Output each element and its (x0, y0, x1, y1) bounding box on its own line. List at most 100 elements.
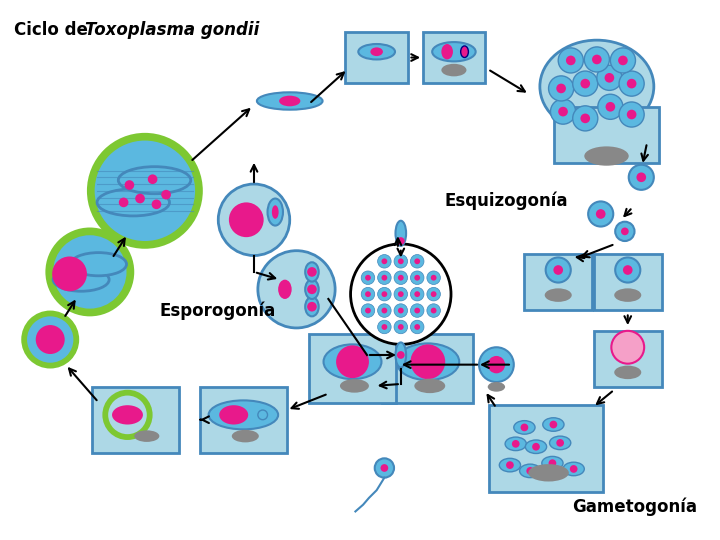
Circle shape (570, 465, 577, 473)
Circle shape (148, 174, 158, 184)
Circle shape (377, 271, 391, 285)
Ellipse shape (232, 430, 258, 442)
Circle shape (619, 102, 644, 127)
Ellipse shape (542, 456, 563, 470)
Circle shape (53, 235, 127, 309)
Circle shape (229, 202, 264, 237)
Circle shape (487, 356, 505, 373)
Circle shape (365, 308, 371, 313)
Ellipse shape (441, 44, 453, 59)
Ellipse shape (414, 379, 445, 393)
Ellipse shape (209, 400, 278, 429)
Bar (594, 254, 662, 309)
Circle shape (551, 99, 575, 124)
Circle shape (152, 199, 161, 209)
Ellipse shape (118, 167, 191, 194)
Circle shape (377, 304, 391, 318)
Circle shape (588, 201, 613, 227)
Circle shape (377, 287, 391, 301)
Circle shape (572, 106, 598, 131)
Circle shape (365, 291, 371, 297)
Ellipse shape (97, 189, 169, 216)
Circle shape (377, 320, 391, 334)
Circle shape (307, 302, 317, 312)
Circle shape (427, 287, 441, 301)
Circle shape (629, 165, 654, 190)
Circle shape (506, 461, 514, 469)
Circle shape (397, 237, 405, 245)
Circle shape (636, 172, 646, 182)
Circle shape (382, 291, 387, 297)
Circle shape (336, 346, 369, 378)
Ellipse shape (432, 42, 476, 62)
Ellipse shape (397, 343, 459, 380)
Circle shape (557, 439, 564, 447)
Circle shape (585, 47, 609, 72)
Circle shape (52, 256, 87, 291)
Circle shape (598, 94, 623, 119)
Circle shape (307, 285, 317, 294)
Bar (200, 387, 287, 453)
Ellipse shape (585, 146, 629, 166)
Ellipse shape (112, 405, 143, 424)
Ellipse shape (272, 205, 279, 219)
Circle shape (431, 308, 436, 313)
Circle shape (596, 209, 606, 219)
Circle shape (361, 287, 374, 301)
Ellipse shape (53, 268, 109, 291)
Circle shape (22, 310, 79, 368)
Circle shape (557, 84, 566, 93)
Circle shape (45, 227, 134, 316)
Circle shape (410, 345, 445, 379)
Circle shape (365, 275, 371, 281)
Ellipse shape (499, 458, 521, 472)
Text: Ciclo de: Ciclo de (14, 21, 93, 39)
Circle shape (377, 254, 391, 268)
Circle shape (102, 390, 153, 440)
Circle shape (431, 291, 436, 297)
Ellipse shape (134, 430, 159, 442)
Ellipse shape (370, 48, 383, 56)
Circle shape (394, 271, 408, 285)
Circle shape (414, 291, 420, 297)
Circle shape (549, 76, 574, 101)
Circle shape (414, 275, 420, 281)
Bar (309, 334, 396, 403)
Circle shape (410, 304, 424, 318)
Circle shape (94, 140, 195, 241)
Ellipse shape (487, 382, 505, 392)
Circle shape (431, 275, 436, 281)
Circle shape (258, 251, 335, 328)
Circle shape (580, 113, 590, 123)
Ellipse shape (461, 46, 469, 58)
Ellipse shape (219, 405, 248, 424)
Circle shape (398, 291, 404, 297)
Text: Gametogonía: Gametogonía (572, 497, 697, 516)
Circle shape (526, 467, 534, 475)
Circle shape (627, 79, 636, 89)
Ellipse shape (549, 436, 571, 450)
Circle shape (521, 423, 528, 431)
Circle shape (218, 184, 289, 255)
Circle shape (410, 287, 424, 301)
Ellipse shape (441, 64, 467, 76)
Ellipse shape (340, 379, 369, 393)
Circle shape (27, 316, 73, 363)
Circle shape (479, 347, 514, 382)
Circle shape (108, 396, 147, 434)
Bar (489, 405, 603, 492)
Circle shape (615, 258, 640, 282)
Ellipse shape (526, 440, 546, 454)
Circle shape (549, 460, 557, 467)
Circle shape (382, 324, 387, 330)
Circle shape (119, 198, 128, 207)
Circle shape (546, 258, 571, 282)
Circle shape (606, 102, 615, 112)
Circle shape (427, 304, 441, 318)
Ellipse shape (257, 92, 323, 110)
Circle shape (394, 320, 408, 334)
Circle shape (382, 275, 387, 281)
Text: Esporogonía: Esporogonía (159, 301, 276, 320)
Circle shape (512, 440, 520, 448)
Circle shape (592, 55, 602, 64)
